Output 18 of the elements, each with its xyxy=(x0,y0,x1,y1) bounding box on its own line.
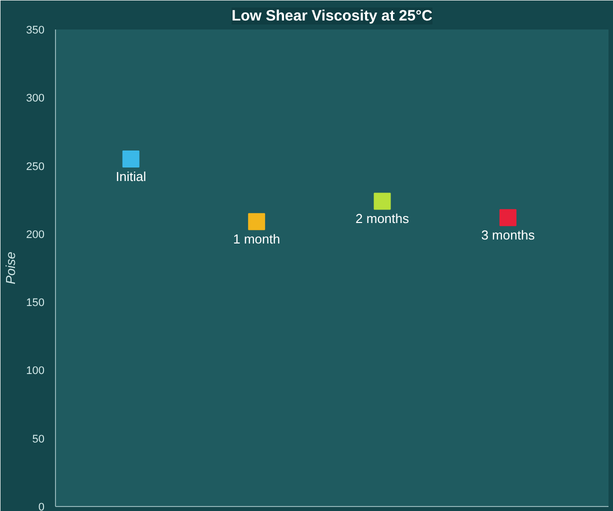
x-tick-label: 3 months xyxy=(481,228,536,243)
y-tick-label: 50 xyxy=(32,433,45,446)
point xyxy=(499,209,516,226)
y-tick-label: 250 xyxy=(26,160,45,173)
y-tick-label: 200 xyxy=(26,228,45,241)
y-axis-title: Poise xyxy=(3,252,18,284)
x-tick-label: 1 month xyxy=(233,232,280,247)
y-tick-label: 0 xyxy=(38,502,45,511)
y-tick-label: 150 xyxy=(26,297,45,310)
y-tick-label: 350 xyxy=(26,24,45,36)
point xyxy=(248,213,266,230)
y-tick-label: 100 xyxy=(26,365,45,378)
x-tick-label: 2 months xyxy=(356,211,410,226)
chart-title: Low Shear Viscosity at 25°C xyxy=(232,8,433,24)
x-tick-label: Initial xyxy=(116,168,146,184)
y-tick-label: 300 xyxy=(26,92,45,105)
point xyxy=(374,192,391,210)
point xyxy=(122,150,140,168)
